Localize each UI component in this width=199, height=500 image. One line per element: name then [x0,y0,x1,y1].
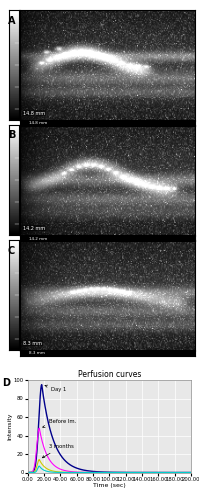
27/09/2006 [96,469,99,475]
Line: 29/09/2006: 29/09/2006 [28,428,191,472]
Text: A: A [8,16,16,26]
26/09/2006 [187,470,189,476]
Line: 26/09/2006: 26/09/2006 [28,466,191,472]
27/09/2006 [190,470,192,476]
Line: 4/9/2006: 4/9/2006 [28,460,191,472]
Text: 14.2 mm: 14.2 mm [23,226,46,230]
27/09/2006 [55,444,57,450]
27/09/2006 [89,468,92,474]
29/09/2006 [27,470,29,476]
26/09/2006 [89,470,92,476]
4/9/2006 [96,470,99,476]
4/9/2006 [38,456,40,462]
4/9/2006 [55,468,57,474]
26/09/2006 [45,468,48,474]
Text: 8.3 mm: 8.3 mm [23,340,42,345]
29/09/2006 [38,425,40,431]
27/09/2006 [40,382,43,388]
Text: 3 months: 3 months [42,444,74,458]
29/09/2006 [96,470,99,476]
29/09/2006 [190,470,192,476]
26/09/2006 [55,470,57,476]
Text: 14.2 mm: 14.2 mm [29,236,47,240]
Text: Day 1: Day 1 [45,385,66,392]
4/9/2006 [45,466,48,471]
Y-axis label: Intensity: Intensity [7,412,12,440]
Text: D: D [2,378,10,388]
X-axis label: Time (sec): Time (sec) [93,483,126,488]
26/09/2006 [96,470,99,476]
Title: Perfusion curves: Perfusion curves [78,370,141,379]
4/9/2006 [187,470,189,476]
4/9/2006 [27,470,29,476]
4/9/2006 [169,470,172,476]
27/09/2006 [187,470,189,476]
26/09/2006 [169,470,172,476]
26/09/2006 [38,463,40,469]
29/09/2006 [89,470,92,476]
26/09/2006 [190,470,192,476]
27/09/2006 [45,412,48,418]
29/09/2006 [169,470,172,476]
4/9/2006 [89,470,92,476]
26/09/2006 [27,470,29,476]
29/09/2006 [187,470,189,476]
29/09/2006 [55,464,57,470]
Line: 27/09/2006: 27/09/2006 [28,384,191,472]
Text: Before Im.: Before Im. [43,419,76,428]
4/9/2006 [190,470,192,476]
Text: 14.8 mm: 14.8 mm [23,110,46,116]
Text: B: B [8,130,15,140]
27/09/2006 [27,470,29,476]
29/09/2006 [45,451,48,457]
Text: C: C [8,246,15,256]
Text: 8.3 mm: 8.3 mm [29,352,45,356]
27/09/2006 [169,470,172,476]
Text: 14.8 mm: 14.8 mm [29,122,47,126]
